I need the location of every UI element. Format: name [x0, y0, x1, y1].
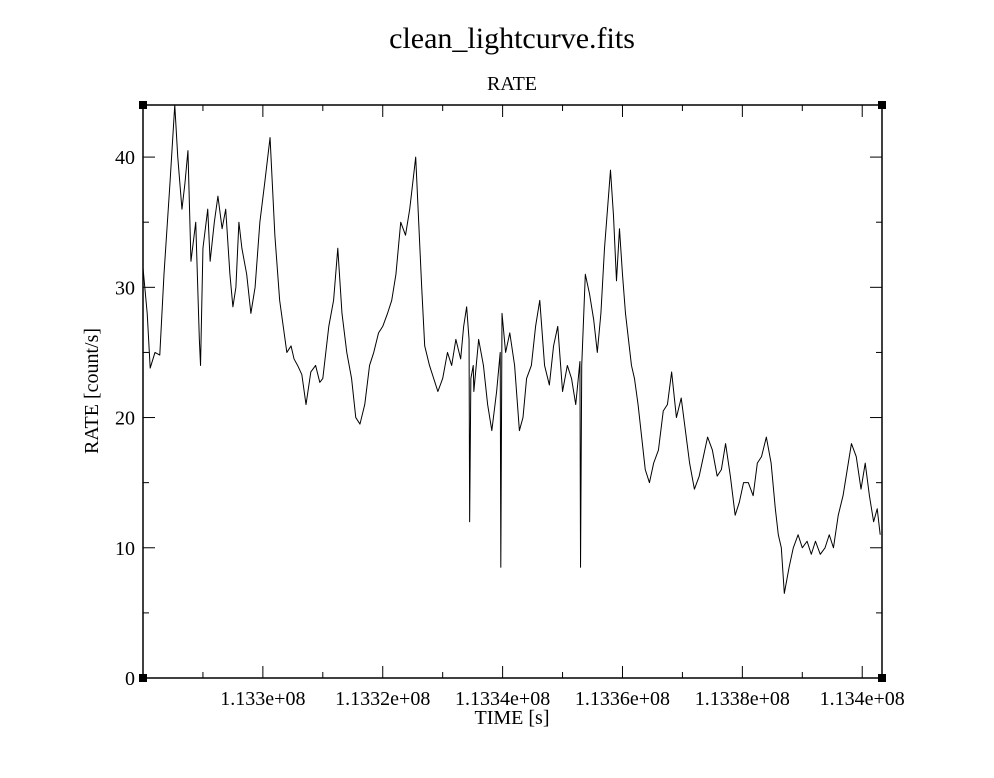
- y-tick-label: 10: [115, 538, 135, 560]
- frame-corner-handle: [139, 101, 147, 109]
- y-tick-label: 20: [115, 408, 135, 430]
- x-axis-label: TIME [s]: [475, 707, 550, 729]
- tick-labels: 1.133e+08 1.1332e+08 1.1334e+08 1.1336e+08 1…: [115, 147, 905, 710]
- y-tick-label: 30: [115, 277, 135, 299]
- frame-corner-handle: [878, 101, 886, 109]
- x-tick-label: 1.1332e+08: [335, 688, 430, 710]
- y-tick-label: 40: [115, 147, 135, 169]
- y-tick-label: 0: [125, 668, 135, 690]
- x-tick-label: 1.1334e+08: [455, 688, 550, 710]
- x-tick-label: 1.134e+08: [820, 688, 905, 710]
- x-tick-label: 1.133e+08: [220, 688, 305, 710]
- y-axis-label: RATE [count/s]: [81, 328, 103, 454]
- plot-frame: [142, 104, 883, 679]
- chart-subtitle: RATE: [487, 73, 537, 95]
- rate-series-line: [142, 104, 881, 594]
- x-tick-label: 1.1338e+08: [695, 688, 790, 710]
- x-tick-label: 1.1336e+08: [575, 688, 670, 710]
- axis-ticks: [143, 105, 882, 679]
- chart-title: clean_lightcurve.fits: [389, 22, 635, 55]
